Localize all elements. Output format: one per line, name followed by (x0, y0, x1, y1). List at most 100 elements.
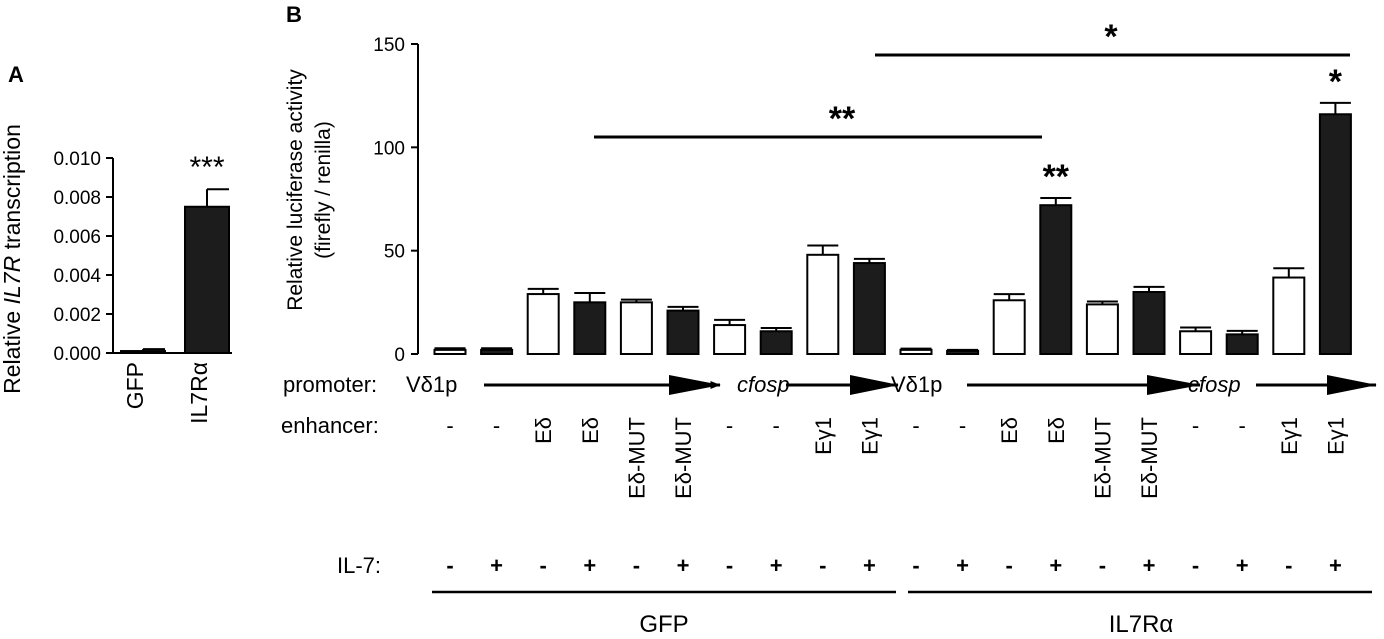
promoter-label-2: cfosp (737, 372, 790, 397)
enhancer-label: - (773, 413, 780, 438)
enhancer-label: Eγ1 (1277, 417, 1302, 455)
promoter-arrowhead-3 (1147, 375, 1201, 395)
il7-sign: + (863, 553, 876, 578)
panel-b-bar (1318, 113, 1352, 356)
enhancer-label: - (959, 413, 966, 438)
panel-b-bar (1085, 303, 1119, 355)
panel-a-ylabel: Relative IL7R transcription (0, 124, 25, 394)
il7-sign: - (1285, 553, 1292, 578)
promoter-arrowhead-4 (1327, 375, 1377, 395)
il7-sign: - (819, 553, 826, 578)
promoter-row-label: promoter: (283, 372, 377, 397)
panel-a: A Relative IL7R transcription 0.000 0.002… (0, 62, 232, 424)
panel-a-xlabel-gfp: GFP (122, 362, 148, 409)
panel-b-bar (1272, 276, 1306, 355)
panel-b-bar (899, 348, 933, 356)
enhancer-row-label: enhancer: (281, 413, 379, 438)
enhancer-label: - (912, 413, 919, 438)
enhancer-label: Eδ-MUT (624, 417, 649, 499)
promoter-arrowhead-2 (850, 375, 899, 395)
panel-b-bar (619, 301, 653, 356)
panel-b-letter: B (286, 2, 302, 27)
il7-sign: - (633, 553, 640, 578)
enhancer-label: Eδ (997, 417, 1022, 444)
panel-b-y-tick-label: 0 (394, 345, 405, 366)
panel-a-y-tick-label: 0.010 (53, 149, 101, 170)
comparison-label-1: ** (829, 100, 856, 138)
panel-b-bar (1179, 330, 1213, 355)
il7-sign: + (1143, 553, 1156, 578)
panel-b-bar (992, 299, 1026, 355)
panel-a-y-tick-label: 0.006 (53, 227, 101, 248)
enhancer-label: Eδ (531, 417, 556, 444)
enhancer-label: - (446, 413, 453, 438)
panel-b-bar (713, 324, 747, 356)
il7-sign: + (1236, 553, 1249, 578)
panel-b-y-tick-label: 50 (384, 242, 405, 263)
panel-b-bar (1132, 291, 1166, 355)
enhancer-label: - (1192, 413, 1199, 438)
panel-b: B Relative luciferase activity (firefly … (281, 2, 1377, 638)
enhancer-label: Eδ-MUT (1090, 417, 1115, 499)
panel-b-y-tick-label: 150 (373, 35, 405, 56)
panel-b-ticks: 0 50 100 150 (373, 35, 418, 366)
il7-sign: + (490, 553, 503, 578)
panel-b-bar (852, 262, 886, 356)
panel-b-bar (526, 293, 560, 356)
enhancer-label: Eγ1 (857, 417, 882, 455)
panel-a-xlabel-il7ra: IL7Rα (186, 362, 212, 424)
panel-a-y-tick-label: 0.008 (53, 188, 101, 209)
panel-a-y-tick-label: 0.000 (53, 344, 101, 365)
il7-sign: + (1329, 553, 1342, 578)
il7-sign: - (540, 553, 547, 578)
enhancer-label: Eδ-MUT (671, 417, 696, 499)
enhancer-label: Eγ1 (1323, 417, 1348, 455)
panel-a-ylabel-prefix: Relative (0, 304, 25, 393)
panel-a-y-tick-label: 0.002 (53, 305, 101, 326)
panel-b-bar-significance: * (1329, 63, 1343, 101)
il7-sign: - (1192, 553, 1199, 578)
panel-b-bar (573, 301, 607, 356)
panel-a-y-tick-label: 0.004 (53, 266, 101, 287)
il7-sign: - (726, 553, 733, 578)
panel-b-bar (433, 348, 467, 356)
panel-b-bar (1039, 204, 1073, 355)
panel-b-bar-significance: ** (1043, 158, 1070, 196)
il7-sign: - (446, 553, 453, 578)
panel-a-letter: A (8, 62, 24, 87)
panel-a-significance: *** (189, 151, 224, 184)
enhancer-row: - - Eδ Eδ Eδ-MUT Eδ-MUT - - Eγ1 Eγ1 - - Eδ Eδ Eδ-MUT Eδ… (446, 413, 1348, 499)
promoter-label-4: cfosp (1188, 372, 1241, 397)
panel-b-bar (1225, 333, 1259, 356)
panel-a-ticks: 0.000 0.002 0.004 0.006 0.008 0.010 (53, 149, 113, 365)
panel-a-bar (184, 205, 230, 354)
il7-sign: - (912, 553, 919, 578)
panel-b-ylabel-line1: Relative luciferase activity (284, 69, 307, 311)
il7-row: - + - + - + - + - + - + - + - + - + - + (446, 553, 1341, 578)
il7-sign: + (1049, 553, 1062, 578)
group-label-il7ra: IL7Rα (1109, 611, 1174, 638)
panel-b-bar (946, 349, 980, 355)
panel-a-bar (120, 350, 166, 354)
panel-b-bar (666, 309, 700, 356)
panel-b-bars: *** (433, 63, 1352, 356)
panel-b-y-tick-label: 100 (373, 138, 405, 159)
promoter-label-3: Vδ1p (891, 372, 942, 397)
panel-b-bar (759, 330, 793, 355)
enhancer-label: - (1239, 413, 1246, 438)
comparison-label-2: * (1104, 18, 1118, 56)
enhancer-label: Eδ-MUT (1137, 417, 1162, 499)
il7-row-label: IL-7: (337, 553, 381, 578)
il7-sign: + (677, 553, 690, 578)
il7-sign: + (583, 553, 596, 578)
panel-b-bar (480, 348, 514, 356)
enhancer-label: Eδ (578, 417, 603, 444)
il7-sign: - (1006, 553, 1013, 578)
enhancer-label: - (726, 413, 733, 438)
panel-a-ylabel-gene: IL7R (0, 256, 25, 305)
il7-sign: - (1099, 553, 1106, 578)
promoter-label-1: Vδ1p (406, 372, 457, 397)
panel-a-bars: *** (120, 151, 230, 354)
enhancer-label: - (493, 413, 500, 438)
